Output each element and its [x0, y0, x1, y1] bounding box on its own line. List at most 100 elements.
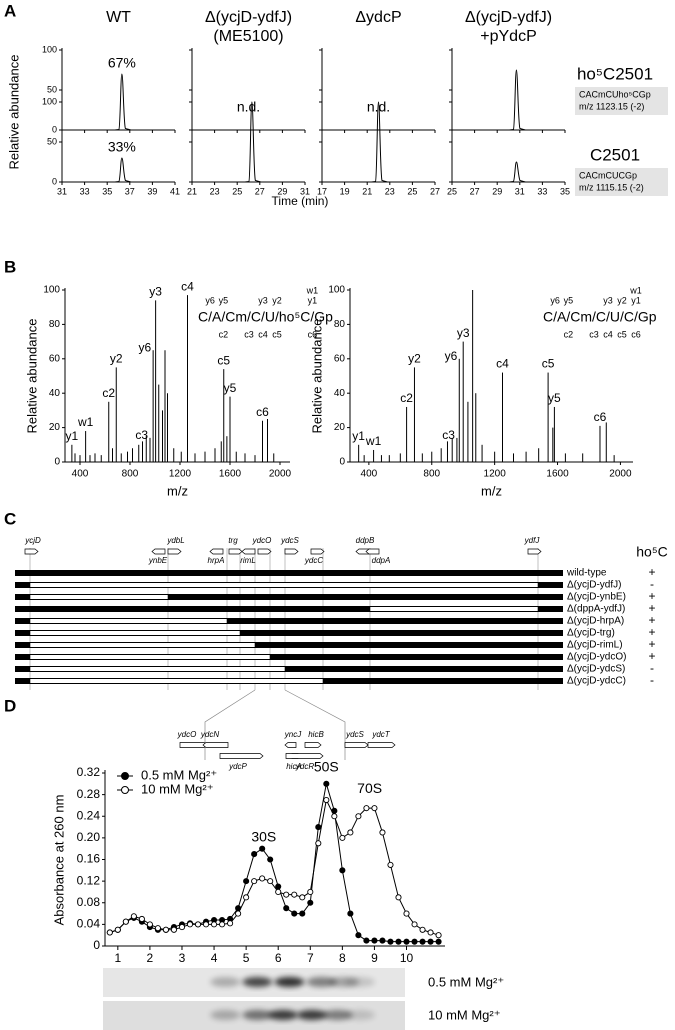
y-tick-label: 0.24 [77, 808, 101, 822]
gene-arrow [257, 548, 272, 555]
data-point [170, 926, 178, 933]
x-tick-label: 3 [179, 951, 186, 965]
data-point [114, 926, 121, 933]
panel-label: B [4, 257, 16, 276]
panel-label: A [4, 1, 16, 20]
data-point [162, 926, 169, 933]
phenotype: + [648, 589, 655, 603]
target-name: ho⁵C2501 [577, 64, 653, 83]
peak-label: y1 [352, 429, 365, 443]
y-axis-label: Absorbance at 260 nm [51, 795, 66, 926]
x-tick-label: 41 [170, 186, 180, 196]
y-tick-label: 0.20 [77, 830, 101, 844]
gel-band [345, 1010, 375, 1020]
strain-name: Δ(ycjD-ydcS) [567, 664, 625, 675]
x-tick-label: 23 [210, 186, 220, 196]
gene-label: ydcC [304, 556, 323, 565]
gene-label: ydfJ [524, 536, 541, 545]
peak-label: c4 [496, 357, 509, 371]
data-point [403, 938, 410, 945]
data-point [307, 888, 314, 895]
legend-label: 0.5 mM Mg²⁺ [141, 767, 217, 782]
deletion [29, 666, 286, 672]
fragment-label: y5 [564, 295, 574, 305]
zoom-gene-label: ydcS [345, 730, 364, 739]
target-sequence: CACmCUho⁵CGp [579, 89, 651, 99]
target-name: C2501 [590, 145, 640, 164]
y-tick-label: 50 [47, 84, 57, 94]
fragment-label: w1 [629, 285, 642, 295]
fragment-label: y3 [258, 295, 268, 305]
column-title: Δ(ycjD-ydfJ) [205, 9, 292, 26]
x-tick-label: 4 [211, 951, 218, 965]
fragment-label: c2 [219, 329, 229, 339]
fragment-label: y2 [617, 295, 627, 305]
data-point [419, 938, 426, 945]
phenotype: + [648, 601, 655, 615]
deletion [29, 654, 271, 660]
x-tick-label: 29 [277, 186, 287, 196]
x-tick-label: 33 [537, 186, 547, 196]
data-point [403, 910, 410, 917]
data-point [339, 867, 346, 874]
fragment-label: c5 [617, 329, 627, 339]
y-tick-label: 0.28 [77, 787, 101, 801]
peak-label: c6 [594, 410, 607, 424]
peak-label: c4 [181, 279, 194, 293]
y-tick-label: 0.04 [77, 917, 101, 931]
x-tick-label: 9 [371, 951, 378, 965]
strain-name: Δ(ycjD-rimL) [567, 640, 623, 651]
sequence: C/A/Cm/C/U/C/Gp [543, 309, 657, 325]
gel-band [322, 1010, 353, 1020]
gene-label: ddpA [372, 556, 391, 565]
data-point [435, 938, 442, 945]
fragment-label: y2 [272, 295, 282, 305]
x-tick-label: 31 [515, 186, 525, 196]
x-tick-label: 33 [80, 186, 90, 196]
y-axis-label: Relative abundance [24, 319, 39, 434]
x-tick-label: 31 [57, 186, 67, 196]
zoom-gene-label: yncJ [284, 730, 302, 739]
chromosome-bar [15, 570, 563, 576]
data-point [331, 813, 338, 820]
x-tick-label: 2000 [609, 469, 632, 480]
peak-label: w1 [365, 434, 382, 448]
data-point [307, 899, 314, 906]
y-tick-label: 0.32 [77, 765, 101, 779]
peak-label: c5 [217, 353, 230, 367]
data-point [243, 878, 250, 885]
phenotype: + [648, 613, 655, 627]
legend-label: 10 mM Mg²⁺ [141, 781, 214, 796]
x-tick-label: 35 [102, 186, 112, 196]
y-tick-label: 60 [334, 353, 346, 364]
gel-band [296, 1010, 327, 1020]
data-point [122, 918, 129, 925]
target-box [575, 168, 668, 196]
gel-band [268, 1010, 299, 1020]
x-tick-label: 10 [400, 951, 414, 965]
data-point [323, 780, 330, 787]
x-tick-label: 37 [125, 186, 135, 196]
x-tick-label: 27 [255, 186, 265, 196]
y-tick-label: 0 [54, 457, 60, 468]
gene-arrow [151, 548, 166, 555]
y-tick-label: 40 [49, 388, 61, 399]
fragment-label: y6 [550, 295, 560, 305]
gene-arrow [209, 548, 224, 555]
target-box [575, 87, 668, 115]
data-point [138, 915, 145, 923]
fragment-label: c4 [603, 329, 613, 339]
x-tick-label: 8 [339, 951, 346, 965]
deletion [29, 594, 169, 600]
peak-annotation: n.d. [237, 99, 260, 115]
peak-label: y2 [408, 352, 421, 366]
gene-arrow [228, 548, 243, 555]
data-point [235, 910, 242, 917]
gene-arrow [527, 548, 542, 555]
data-point [291, 891, 298, 898]
x-axis-label: Time (min) [272, 194, 329, 208]
data-point [411, 921, 418, 928]
gene-label: ynbE [148, 556, 168, 565]
x-tick-label: 29 [492, 186, 502, 196]
x-axis-label: m/z [481, 483, 502, 498]
